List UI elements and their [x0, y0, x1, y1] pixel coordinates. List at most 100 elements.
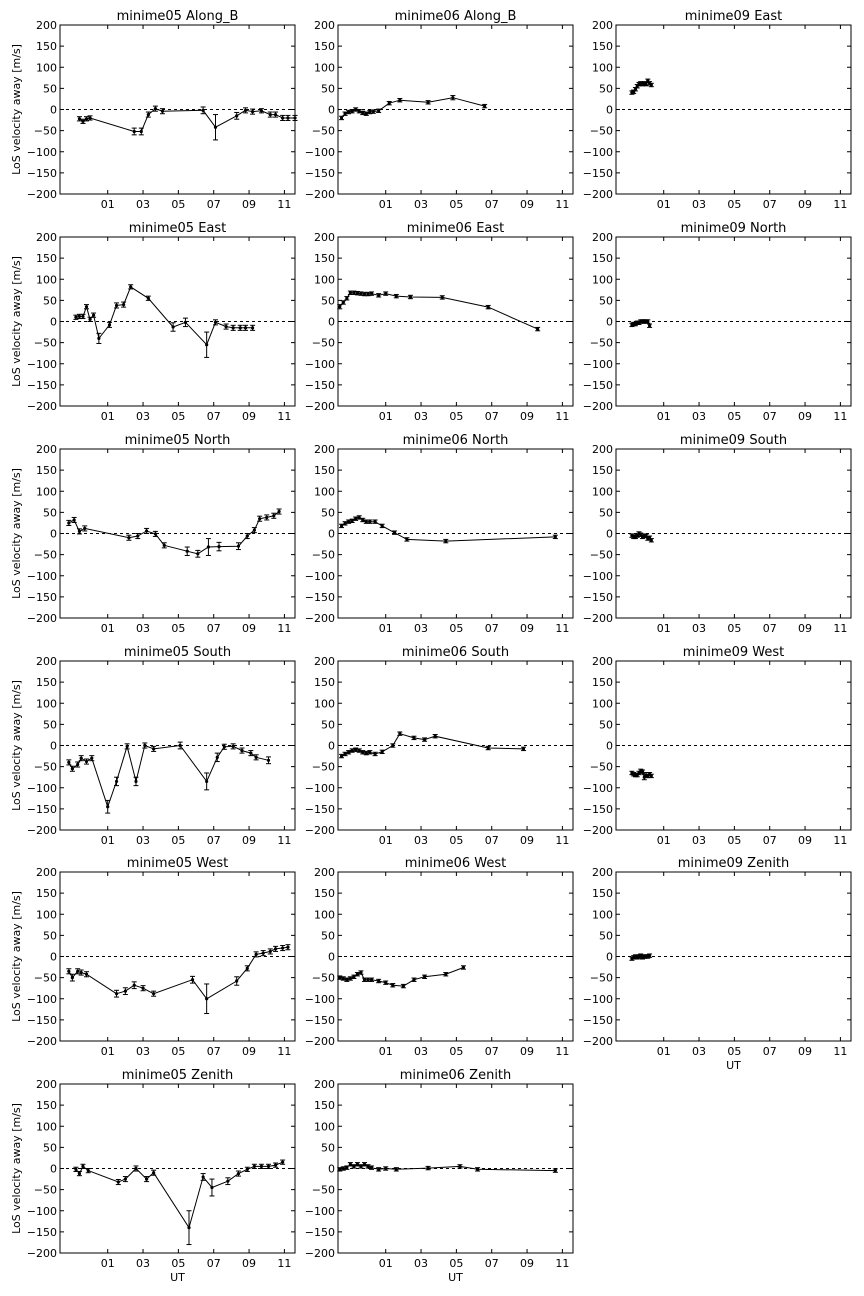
y-tick-label: −150	[305, 1014, 335, 1027]
data-point	[144, 529, 149, 533]
series-line	[341, 516, 556, 542]
data-point	[265, 515, 269, 520]
x-tick-label: 05	[727, 1045, 741, 1058]
y-tick-label: 50	[43, 294, 57, 307]
data-point	[343, 752, 347, 756]
y-tick-label: −50	[34, 549, 57, 562]
y-tick-label: 200	[36, 1078, 57, 1091]
data-point	[153, 107, 158, 111]
data-point	[355, 291, 360, 295]
data-point	[143, 743, 147, 748]
subplot: minime09 South 200 150 100 50 0 −50 −100 −150 −20…	[583, 433, 852, 635]
data-point	[362, 978, 367, 982]
x-tick-label: 05	[727, 622, 741, 635]
data-point	[401, 984, 405, 988]
data-point	[226, 1179, 230, 1183]
y-tick-label: −200	[27, 1247, 57, 1260]
x-tick-label: 09	[520, 834, 534, 847]
data-point	[261, 951, 265, 955]
data-point	[345, 978, 349, 982]
data-point	[338, 305, 342, 309]
data-point	[640, 770, 645, 774]
y-tick-label: −100	[305, 993, 335, 1006]
data-point	[369, 978, 374, 982]
data-point	[646, 319, 650, 324]
y-tick-label: −100	[583, 570, 613, 583]
data-point	[486, 746, 490, 750]
y-tick-label: 0	[50, 528, 57, 541]
x-tick-label: 01	[379, 1045, 393, 1058]
x-tick-label: 07	[485, 410, 499, 423]
y-axis-label: LoS velocity away [m/s]	[10, 1103, 23, 1234]
data-point	[160, 109, 165, 113]
y-tick-label: 100	[36, 273, 57, 286]
x-tick-label: 03	[414, 410, 428, 423]
y-tick-label: 50	[321, 1141, 335, 1154]
data-point	[77, 1171, 82, 1176]
data-point	[178, 743, 182, 748]
data-point	[347, 750, 351, 754]
x-tick-label: 05	[171, 622, 185, 635]
x-tick-label: 01	[101, 198, 115, 211]
subplot: minime06 Zenith 200 150 100 50 0 −50 −100 −150 −2…	[305, 1068, 574, 1284]
data-point	[183, 320, 188, 324]
y-tick-label: 0	[328, 528, 335, 541]
y-tick-label: 0	[606, 740, 613, 753]
data-point	[426, 100, 430, 104]
x-tick-label: 03	[136, 1257, 150, 1270]
y-tick-label: −50	[590, 549, 613, 562]
data-point	[377, 979, 381, 983]
data-point	[345, 296, 349, 300]
y-tick-label: 100	[314, 273, 335, 286]
y-tick-label: −200	[583, 400, 613, 413]
y-tick-label: −100	[27, 570, 57, 583]
data-point	[129, 285, 133, 289]
data-point	[348, 291, 352, 295]
data-point	[398, 732, 402, 736]
data-point	[394, 1167, 398, 1171]
y-tick-label: −200	[583, 824, 613, 837]
data-point	[357, 748, 361, 753]
y-tick-label: 150	[314, 1099, 335, 1112]
y-tick-label: 100	[36, 61, 57, 74]
x-tick-label: 11	[833, 198, 847, 211]
data-point	[91, 313, 96, 317]
data-point	[380, 524, 384, 528]
x-tick-label: 03	[414, 622, 428, 635]
y-tick-label: 50	[43, 929, 57, 942]
data-point	[88, 116, 92, 120]
x-tick-label: 05	[171, 834, 185, 847]
x-tick-label: 01	[657, 410, 671, 423]
data-point	[222, 745, 226, 749]
y-tick-label: −150	[305, 379, 335, 392]
x-tick-label: 01	[379, 834, 393, 847]
y-tick-label: 0	[328, 951, 335, 964]
data-point	[141, 986, 145, 990]
y-tick-label: 150	[314, 464, 335, 477]
x-tick-label: 09	[798, 834, 812, 847]
data-point	[352, 1164, 356, 1168]
data-point	[139, 129, 143, 134]
y-tick-label: −200	[583, 1035, 613, 1048]
x-tick-label: 09	[242, 410, 256, 423]
data-point	[127, 536, 131, 540]
y-tick-label: −100	[583, 782, 613, 795]
data-point	[354, 748, 358, 752]
y-tick-label: 100	[36, 697, 57, 710]
data-point	[245, 1167, 249, 1171]
y-axis-label: LoS velocity away [m/s]	[10, 256, 23, 387]
data-point	[90, 756, 94, 760]
x-tick-label: 09	[520, 410, 534, 423]
x-tick-label: 05	[449, 410, 463, 423]
y-tick-label: 100	[36, 1120, 57, 1133]
data-point	[201, 1175, 205, 1179]
data-point	[369, 292, 374, 296]
y-axis-label: LoS velocity away [m/s]	[10, 680, 23, 811]
data-point	[70, 976, 74, 980]
x-tick-label: 11	[833, 410, 847, 423]
y-tick-label: 50	[599, 294, 613, 307]
data-point	[254, 952, 258, 956]
data-point	[338, 1167, 342, 1171]
series-line	[75, 1161, 283, 1229]
data-point	[79, 756, 83, 760]
